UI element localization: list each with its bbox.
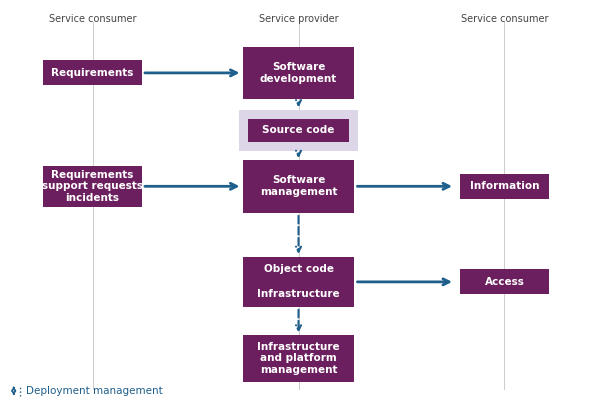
FancyBboxPatch shape	[244, 257, 353, 282]
Text: Service consumer: Service consumer	[49, 14, 136, 24]
Text: Access: Access	[485, 277, 524, 287]
Text: Software
development: Software development	[260, 62, 337, 84]
Text: Infrastructure: Infrastructure	[257, 290, 340, 299]
Text: Information: Information	[470, 181, 539, 191]
Text: Requirements: Requirements	[51, 68, 134, 78]
FancyBboxPatch shape	[244, 335, 353, 382]
FancyBboxPatch shape	[239, 110, 358, 151]
FancyBboxPatch shape	[244, 160, 353, 213]
Text: Software
management: Software management	[260, 175, 337, 197]
FancyBboxPatch shape	[248, 119, 349, 141]
FancyBboxPatch shape	[244, 282, 353, 307]
FancyBboxPatch shape	[460, 269, 549, 294]
Text: Requirements
support requests
incidents: Requirements support requests incidents	[42, 170, 143, 203]
Text: Service consumer: Service consumer	[461, 14, 548, 24]
FancyBboxPatch shape	[460, 174, 549, 199]
FancyBboxPatch shape	[244, 47, 353, 99]
FancyBboxPatch shape	[43, 166, 142, 207]
Text: Service provider: Service provider	[259, 14, 338, 24]
Text: Deployment management: Deployment management	[26, 386, 162, 396]
Text: Source code: Source code	[262, 126, 335, 135]
Text: Infrastructure
and platform
management: Infrastructure and platform management	[257, 342, 340, 375]
Text: Object code: Object code	[263, 264, 334, 274]
FancyBboxPatch shape	[43, 60, 142, 85]
